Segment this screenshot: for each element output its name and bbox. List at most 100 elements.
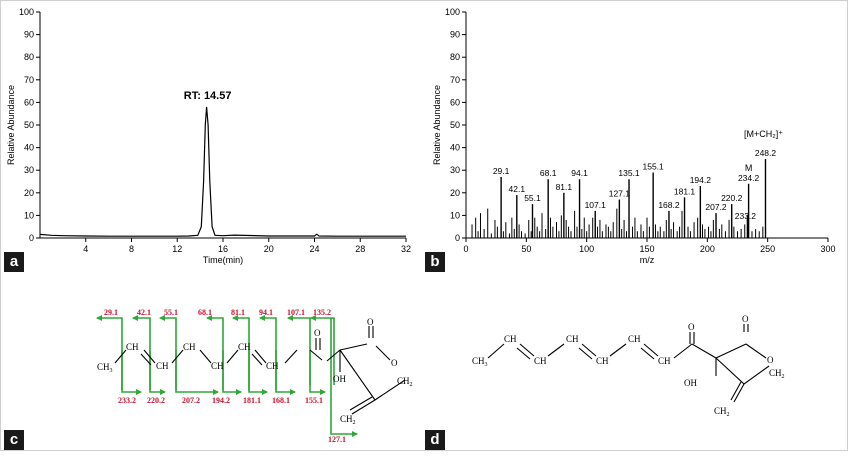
ch-group: CH (266, 361, 279, 371)
peak-label: 55.1 (524, 193, 541, 203)
molecular-structure-panel: CH3 CH CH CH CH CH CH O O OH O CH2 CH2 d (424, 300, 848, 451)
x-tick-label: 12 (172, 244, 182, 254)
x-tick-label: 20 (264, 244, 274, 254)
top-fragment-labels: 29.1 42.1 55.1 68.1 81.1 94.1 107.1 135.… (104, 308, 331, 317)
x-tick-label: 16 (218, 244, 228, 254)
ring-ch2-group: CH2 (397, 376, 413, 388)
retention-time-annotation: RT: 14.57 (184, 90, 232, 102)
peak-label: 233.2 (735, 211, 757, 221)
ch-group: CH (628, 334, 641, 344)
ch-group: CH (211, 361, 224, 371)
x-tick-label: 8 (129, 244, 134, 254)
fragment-label: 81.1 (231, 308, 245, 317)
fragmentation-structure-panel: 29.1 42.1 55.1 68.1 81.1 94.1 107.1 135.… (0, 300, 420, 451)
x-axis-label: Time(min) (203, 255, 243, 265)
ring-ch2-group: CH2 (769, 368, 785, 380)
ch-group: CH (534, 356, 547, 366)
peak-label: 42.1 (509, 184, 526, 194)
fragmentation-structure: 29.1 42.1 55.1 68.1 81.1 94.1 107.1 135.… (96, 308, 413, 444)
x-tick-label: 100 (579, 244, 594, 254)
ring-carbonyl-oxygen: O (742, 314, 749, 324)
ch-group: CH (126, 342, 139, 352)
x-tick-label: 150 (639, 244, 654, 254)
y-tick-label: 30 (24, 165, 34, 175)
fragment-label: 220.2 (147, 396, 165, 405)
x-tick-label: 4 (83, 244, 88, 254)
x-tick-label: 50 (521, 244, 531, 254)
ring-oxygen: O (767, 355, 774, 365)
molecule-bonds (487, 324, 770, 403)
y-tick-label: 20 (450, 188, 460, 198)
peak-label: 168.2 (658, 200, 680, 210)
peak-label: 135.1 (618, 168, 640, 178)
y-tick-label: 10 (24, 210, 34, 220)
peak-annotation: M (745, 163, 753, 173)
mass-spectrum-chart: 0 10 20 30 40 50 60 70 80 90 100 0 50 100 150 200 250 300… (432, 7, 836, 265)
y-tick-label: 0 (29, 233, 34, 243)
atom-labels: CH3 CH CH CH CH CH CH CH O O OH O CH2 CH… (97, 317, 413, 426)
peak-label: 234.2 (738, 173, 760, 183)
panel-label-a: a (4, 252, 24, 272)
ch-group: CH (504, 334, 517, 344)
hydroxyl-group: OH (684, 378, 697, 388)
fragment-label: 135.2 (313, 308, 331, 317)
fragment-label: 42.1 (137, 308, 151, 317)
bottom-fragment-labels: 233.2 220.2 207.2 194.2 181.1 168.1 155.… (118, 396, 346, 444)
peak-label: 29.1 (493, 166, 510, 176)
ring-oxygen: O (391, 358, 398, 368)
y-tick-label: 90 (450, 30, 460, 40)
chromatogram-trace (39, 106, 406, 237)
carbonyl-oxygen: O (688, 322, 695, 332)
x-tick-label: 0 (463, 244, 468, 254)
panel-label-c: c (4, 430, 24, 450)
ch-group: CH (596, 356, 609, 366)
fragment-label: 107.1 (287, 308, 305, 317)
panel-label-d: d (425, 430, 445, 450)
peak-label: 107.1 (585, 200, 607, 210)
y-tick-label: 90 (24, 30, 34, 40)
atom-labels: CH3 CH CH CH CH CH CH O O OH O CH2 CH2 (472, 314, 785, 418)
peak-label: 194.2 (690, 175, 712, 185)
x-tick-label: 200 (700, 244, 715, 254)
peak-label: 181.1 (674, 186, 696, 196)
ch-group: CH (183, 342, 196, 352)
peak-label: 220.2 (721, 193, 743, 203)
y-tick-label: 40 (24, 143, 34, 153)
y-tick-label: 30 (450, 165, 460, 175)
ch3-group: CH3 (97, 362, 113, 374)
fragment-label: 29.1 (104, 308, 118, 317)
y-tick-label: 60 (450, 97, 460, 107)
y-tick-label: 10 (450, 210, 460, 220)
carbonyl-oxygen: O (314, 328, 321, 338)
y-tick-label: 50 (450, 120, 460, 130)
fragment-label: 181.1 (243, 396, 261, 405)
y-tick-label: 20 (24, 188, 34, 198)
y-tick-label: 70 (450, 75, 460, 85)
peak-annotation: [M+CH₂]⁺ (744, 129, 783, 139)
x-tick-label: 300 (820, 244, 835, 254)
fragment-label: 68.1 (198, 308, 212, 317)
y-tick-label: 100 (445, 7, 460, 17)
y-tick-label: 80 (450, 52, 460, 62)
chromatogram-panel: 0 10 20 30 40 50 60 70 80 90 100 4 8 12 16 20 24 28 32 Time… (0, 0, 420, 272)
y-tick-label: 80 (24, 52, 34, 62)
x-tick-label: 250 (760, 244, 775, 254)
y-axis-label: Relative Abundance (432, 85, 442, 165)
fragment-label: 233.2 (118, 396, 136, 405)
x-axis-label: m/z (640, 255, 655, 265)
peak-label: 248.2 (755, 148, 777, 158)
y-tick-label: 60 (24, 97, 34, 107)
peak-label: 155.1 (643, 161, 665, 171)
peak-label: 127.1 (609, 189, 631, 199)
x-tick-label: 24 (309, 244, 319, 254)
ring-carbonyl-oxygen: O (367, 317, 374, 327)
peak-label: 81.1 (556, 182, 573, 192)
fragment-label: 168.1 (272, 396, 290, 405)
exocyclic-ch2-group: CH2 (714, 406, 730, 418)
peak-label: 94.1 (571, 168, 588, 178)
peak-label: 207.2 (705, 202, 727, 212)
fragment-label: 194.2 (212, 396, 230, 405)
y-tick-label: 70 (24, 75, 34, 85)
y-tick-label: 0 (455, 233, 460, 243)
fragment-label: 55.1 (164, 308, 178, 317)
